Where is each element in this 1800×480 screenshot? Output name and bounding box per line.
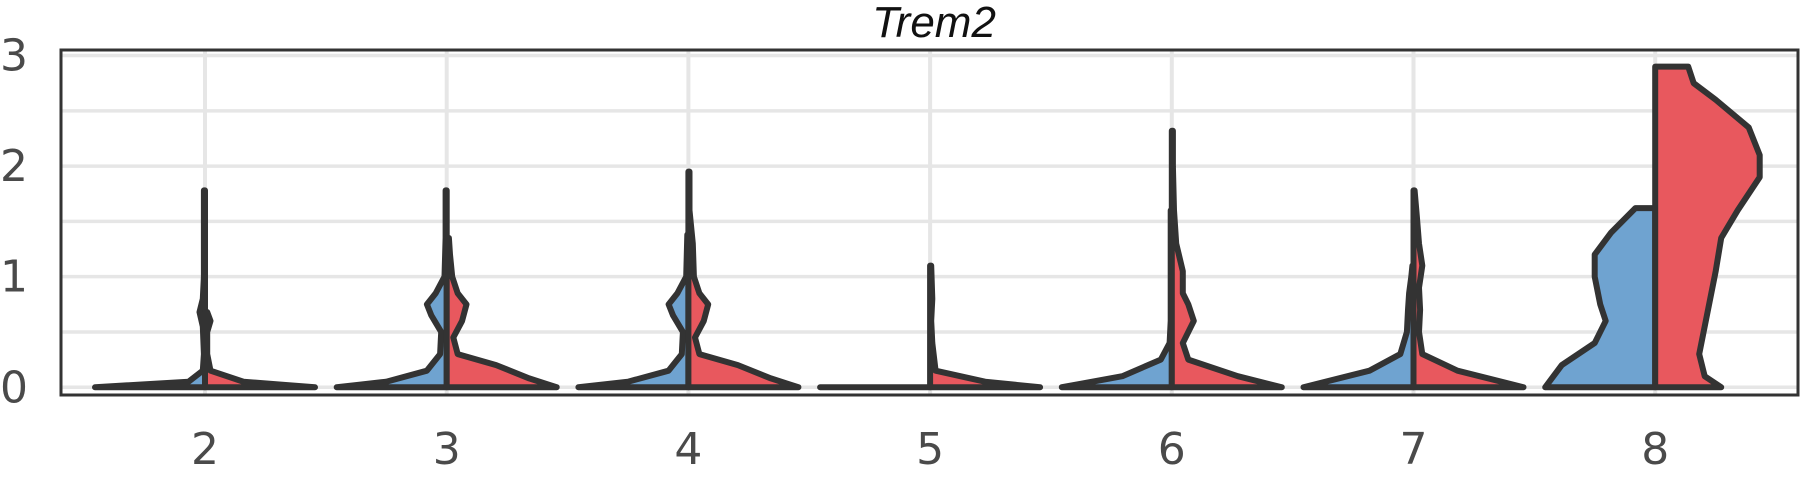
plot-border — [59, 48, 1800, 397]
violin-half-right-6 — [1168, 127, 1285, 391]
violin-half-right-4 — [685, 168, 802, 391]
violin-half-left-8 — [1542, 205, 1659, 391]
y-tick-label: 0 — [0, 362, 28, 413]
x-tick-label: 7 — [1400, 424, 1428, 475]
violin-half-right-7 — [1410, 187, 1527, 391]
y-tick-label: 1 — [0, 252, 28, 303]
violin-half-left-4 — [575, 231, 692, 391]
violin-half-left-7 — [1300, 262, 1417, 391]
violin-half-right-8 — [1652, 63, 1763, 391]
chart-title: Trem2 — [872, 0, 996, 47]
violin-half-left-2 — [92, 187, 208, 391]
x-tick-label: 3 — [433, 424, 461, 475]
violin-half-left-6 — [1058, 207, 1175, 391]
x-tick-label: 4 — [674, 424, 702, 475]
violins — [92, 63, 1763, 391]
violin-half-right-5 — [927, 262, 1044, 391]
violin-half-right-2 — [202, 309, 318, 391]
x-tick-label: 2 — [191, 424, 219, 475]
x-tick-label: 8 — [1641, 424, 1669, 475]
y-tick-label: 3 — [0, 31, 28, 82]
x-tick-label: 6 — [1158, 424, 1186, 475]
violin-half-left-3 — [333, 187, 450, 391]
x-axis-ticks: 2 3 4 5 6 7 8 — [191, 424, 1669, 475]
violin-half-right-3 — [443, 234, 560, 391]
y-tick-label: 2 — [0, 141, 28, 192]
x-tick-label: 5 — [916, 424, 944, 475]
y-axis-ticks: 0 1 2 3 — [0, 31, 28, 414]
